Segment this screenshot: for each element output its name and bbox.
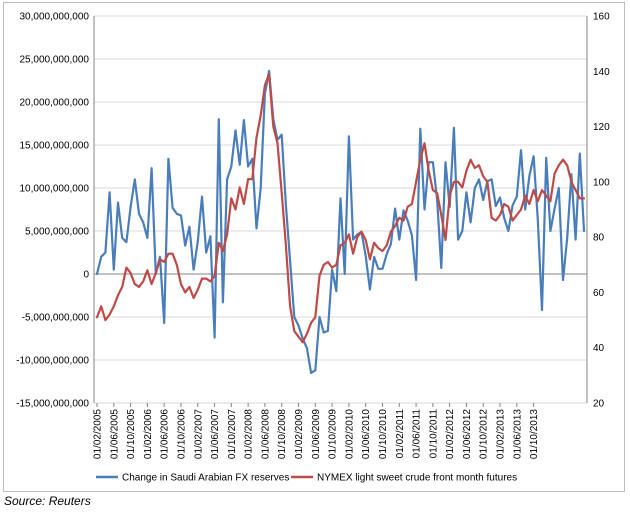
legend-label: Change in Saudi Arabian FX reserves [122, 473, 289, 484]
series-line-2 [95, 72, 586, 344]
left-axis-tick-label: 15,000,000,000 [19, 141, 89, 152]
left-axis-tick-label: -10,000,000,000 [16, 356, 89, 367]
left-axis-tick-label: 10,000,000,000 [19, 184, 89, 195]
x-axis-tick-label: 01/06/2006 [160, 409, 171, 459]
x-axis-tick-label: 01/02/2012 [445, 409, 456, 459]
x-axis-tick-label: 01/06/2007 [210, 409, 221, 459]
x-axis-tick-label: 01/02/2007 [193, 409, 204, 459]
left-axis-tick-label: 0 [83, 270, 89, 281]
left-axis-tick-label: 30,000,000,000 [19, 12, 89, 23]
dual-axis-line-chart: -15,000,000,000 -10,000,000,000 -5,000,000… [16, 12, 610, 484]
legend: Change in Saudi Arabian FX reserves NYMEX… [96, 473, 517, 484]
right-axis-tick-label: 80 [593, 233, 605, 244]
x-axis-tick-label: 01/06/2011 [412, 409, 423, 459]
x-axis-tick-label: 01/02/2006 [143, 409, 154, 459]
x-axis-tick-label: 01/10/2005 [126, 409, 137, 459]
right-axis-tick-label: 120 [593, 122, 610, 133]
series-line-1 [95, 69, 586, 374]
left-axis-tick-label: -5,000,000,000 [22, 313, 90, 324]
x-axis-tick-label: 01/02/2011 [395, 409, 406, 459]
right-axis-tick-label: 100 [593, 177, 610, 188]
x-axis-tick-labels: 01/02/2005 01/06/2005 01/10/2005 01/02/2006… [93, 409, 541, 459]
right-axis-tick-label: 140 [593, 67, 610, 78]
source-note: Source: Reuters [4, 494, 91, 508]
x-axis-tick-label: 01/06/2012 [462, 409, 473, 459]
x-axis-tick-label: 01/02/2008 [244, 409, 255, 459]
right-axis-tick-label: 40 [593, 343, 605, 354]
right-axis-tick-label: 60 [593, 288, 605, 299]
x-axis-tick-label: 01/10/2006 [176, 409, 187, 459]
series-lines [95, 69, 586, 374]
left-axis-tick-label: 25,000,000,000 [19, 55, 89, 66]
right-axis-tick-labels: 20 40 60 80 100 120 140 160 [593, 12, 610, 410]
x-axis-tick-label: 01/10/2007 [227, 409, 238, 459]
right-axis-tick-label: 20 [593, 399, 605, 410]
left-axis-tick-label: 20,000,000,000 [19, 98, 89, 109]
x-axis-tick-label: 01/06/2008 [260, 409, 271, 459]
x-axis-tick-label: 01/10/2010 [378, 409, 389, 459]
x-axis-tick-label: 01/06/2005 [109, 409, 120, 459]
right-axis-tick-label: 160 [593, 12, 610, 23]
chart-frame: -15,000,000,000 -10,000,000,000 -5,000,000… [3, 2, 625, 492]
x-axis-tick-label: 01/06/2010 [361, 409, 372, 459]
x-axis-tick-label: 01/02/2005 [93, 409, 104, 459]
x-axis-tick-label: 01/06/2013 [512, 409, 523, 459]
x-axis-tick-label: 01/10/2009 [328, 409, 339, 459]
left-axis-tick-labels: -15,000,000,000 -10,000,000,000 -5,000,000… [16, 12, 89, 410]
x-axis-tick-label: 01/06/2009 [311, 409, 322, 459]
left-axis-tick-label: -15,000,000,000 [16, 399, 89, 410]
x-axis-tick-label: 01/02/2013 [496, 409, 507, 459]
axes [93, 16, 588, 407]
x-axis-tick-label: 01/10/2011 [428, 409, 439, 459]
x-axis-tick-label: 01/10/2012 [479, 409, 490, 459]
x-axis-tick-label: 01/02/2009 [294, 409, 305, 459]
x-axis-tick-label: 01/02/2010 [344, 409, 355, 459]
x-axis-tick-label: 01/10/2008 [277, 409, 288, 459]
x-axis-tick-label: 01/10/2013 [529, 409, 540, 459]
legend-label: NYMEX light sweet crude front month futu… [317, 473, 517, 484]
left-axis-tick-label: 5,000,000,000 [25, 227, 89, 238]
